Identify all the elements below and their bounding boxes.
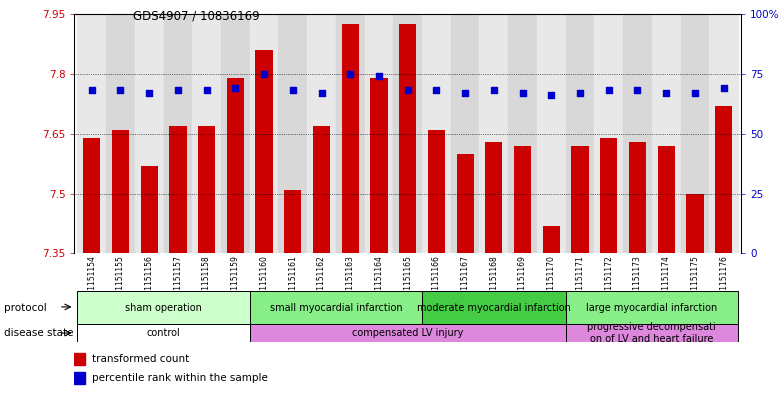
Bar: [336, 14, 365, 253]
Bar: [313, 126, 330, 253]
Bar: [422, 14, 451, 253]
Point: [488, 87, 500, 94]
Text: sham operation: sham operation: [125, 303, 202, 312]
Bar: [508, 14, 537, 253]
Bar: [566, 324, 738, 342]
Bar: [74, 353, 85, 365]
Bar: [422, 291, 566, 324]
Bar: [78, 324, 249, 342]
Bar: [140, 165, 158, 253]
Bar: [256, 50, 273, 253]
Point: [545, 92, 557, 98]
Bar: [566, 14, 594, 253]
Point: [430, 87, 443, 94]
Bar: [485, 141, 503, 253]
Bar: [106, 14, 135, 253]
Point: [459, 90, 471, 96]
Text: GDS4907 / 10836169: GDS4907 / 10836169: [133, 10, 260, 23]
Bar: [652, 14, 681, 253]
Bar: [192, 14, 221, 253]
Bar: [227, 78, 244, 253]
Point: [574, 90, 586, 96]
Bar: [537, 14, 566, 253]
Point: [602, 87, 615, 94]
Bar: [278, 14, 307, 253]
Bar: [681, 14, 710, 253]
Bar: [428, 130, 445, 253]
Bar: [78, 14, 106, 253]
Bar: [594, 14, 623, 253]
Bar: [543, 226, 560, 253]
Bar: [249, 291, 422, 324]
Point: [517, 90, 529, 96]
Bar: [394, 14, 422, 253]
Point: [688, 90, 701, 96]
Text: disease state: disease state: [4, 328, 74, 338]
Point: [114, 87, 127, 94]
Point: [143, 90, 155, 96]
Bar: [572, 146, 589, 253]
Bar: [370, 78, 387, 253]
Bar: [112, 130, 129, 253]
Bar: [307, 14, 336, 253]
Point: [717, 85, 730, 91]
Bar: [514, 146, 532, 253]
Bar: [658, 146, 675, 253]
Bar: [164, 14, 192, 253]
Bar: [600, 138, 617, 253]
Bar: [83, 138, 100, 253]
Text: small myocardial infarction: small myocardial infarction: [270, 303, 402, 312]
Bar: [221, 14, 249, 253]
Bar: [78, 291, 249, 324]
Bar: [399, 24, 416, 253]
Bar: [629, 141, 646, 253]
Bar: [74, 372, 85, 384]
Text: large myocardial infarction: large myocardial infarction: [586, 303, 717, 312]
Text: moderate myocardial infarction: moderate myocardial infarction: [417, 303, 571, 312]
Point: [660, 90, 673, 96]
Bar: [342, 24, 359, 253]
Point: [315, 90, 328, 96]
Text: protocol: protocol: [4, 303, 47, 312]
Point: [229, 85, 241, 91]
Bar: [480, 14, 508, 253]
Text: progressive decompensati
on of LV and heart failure: progressive decompensati on of LV and he…: [587, 322, 717, 344]
Bar: [456, 154, 474, 253]
Text: control: control: [147, 328, 180, 338]
Bar: [365, 14, 394, 253]
Text: compensated LV injury: compensated LV injury: [352, 328, 463, 338]
Bar: [284, 189, 301, 253]
Point: [372, 73, 385, 79]
Point: [344, 71, 357, 77]
Bar: [198, 126, 216, 253]
Bar: [623, 14, 652, 253]
Point: [286, 87, 299, 94]
Bar: [169, 126, 187, 253]
Bar: [451, 14, 480, 253]
Bar: [566, 291, 738, 324]
Point: [85, 87, 98, 94]
Point: [631, 87, 644, 94]
Point: [172, 87, 184, 94]
Text: percentile rank within the sample: percentile rank within the sample: [92, 373, 267, 383]
Bar: [135, 14, 164, 253]
Text: transformed count: transformed count: [92, 354, 189, 364]
Point: [258, 71, 270, 77]
Bar: [710, 14, 738, 253]
Bar: [249, 324, 566, 342]
Bar: [686, 194, 703, 253]
Bar: [249, 14, 278, 253]
Point: [201, 87, 213, 94]
Bar: [715, 106, 732, 253]
Point: [401, 87, 414, 94]
